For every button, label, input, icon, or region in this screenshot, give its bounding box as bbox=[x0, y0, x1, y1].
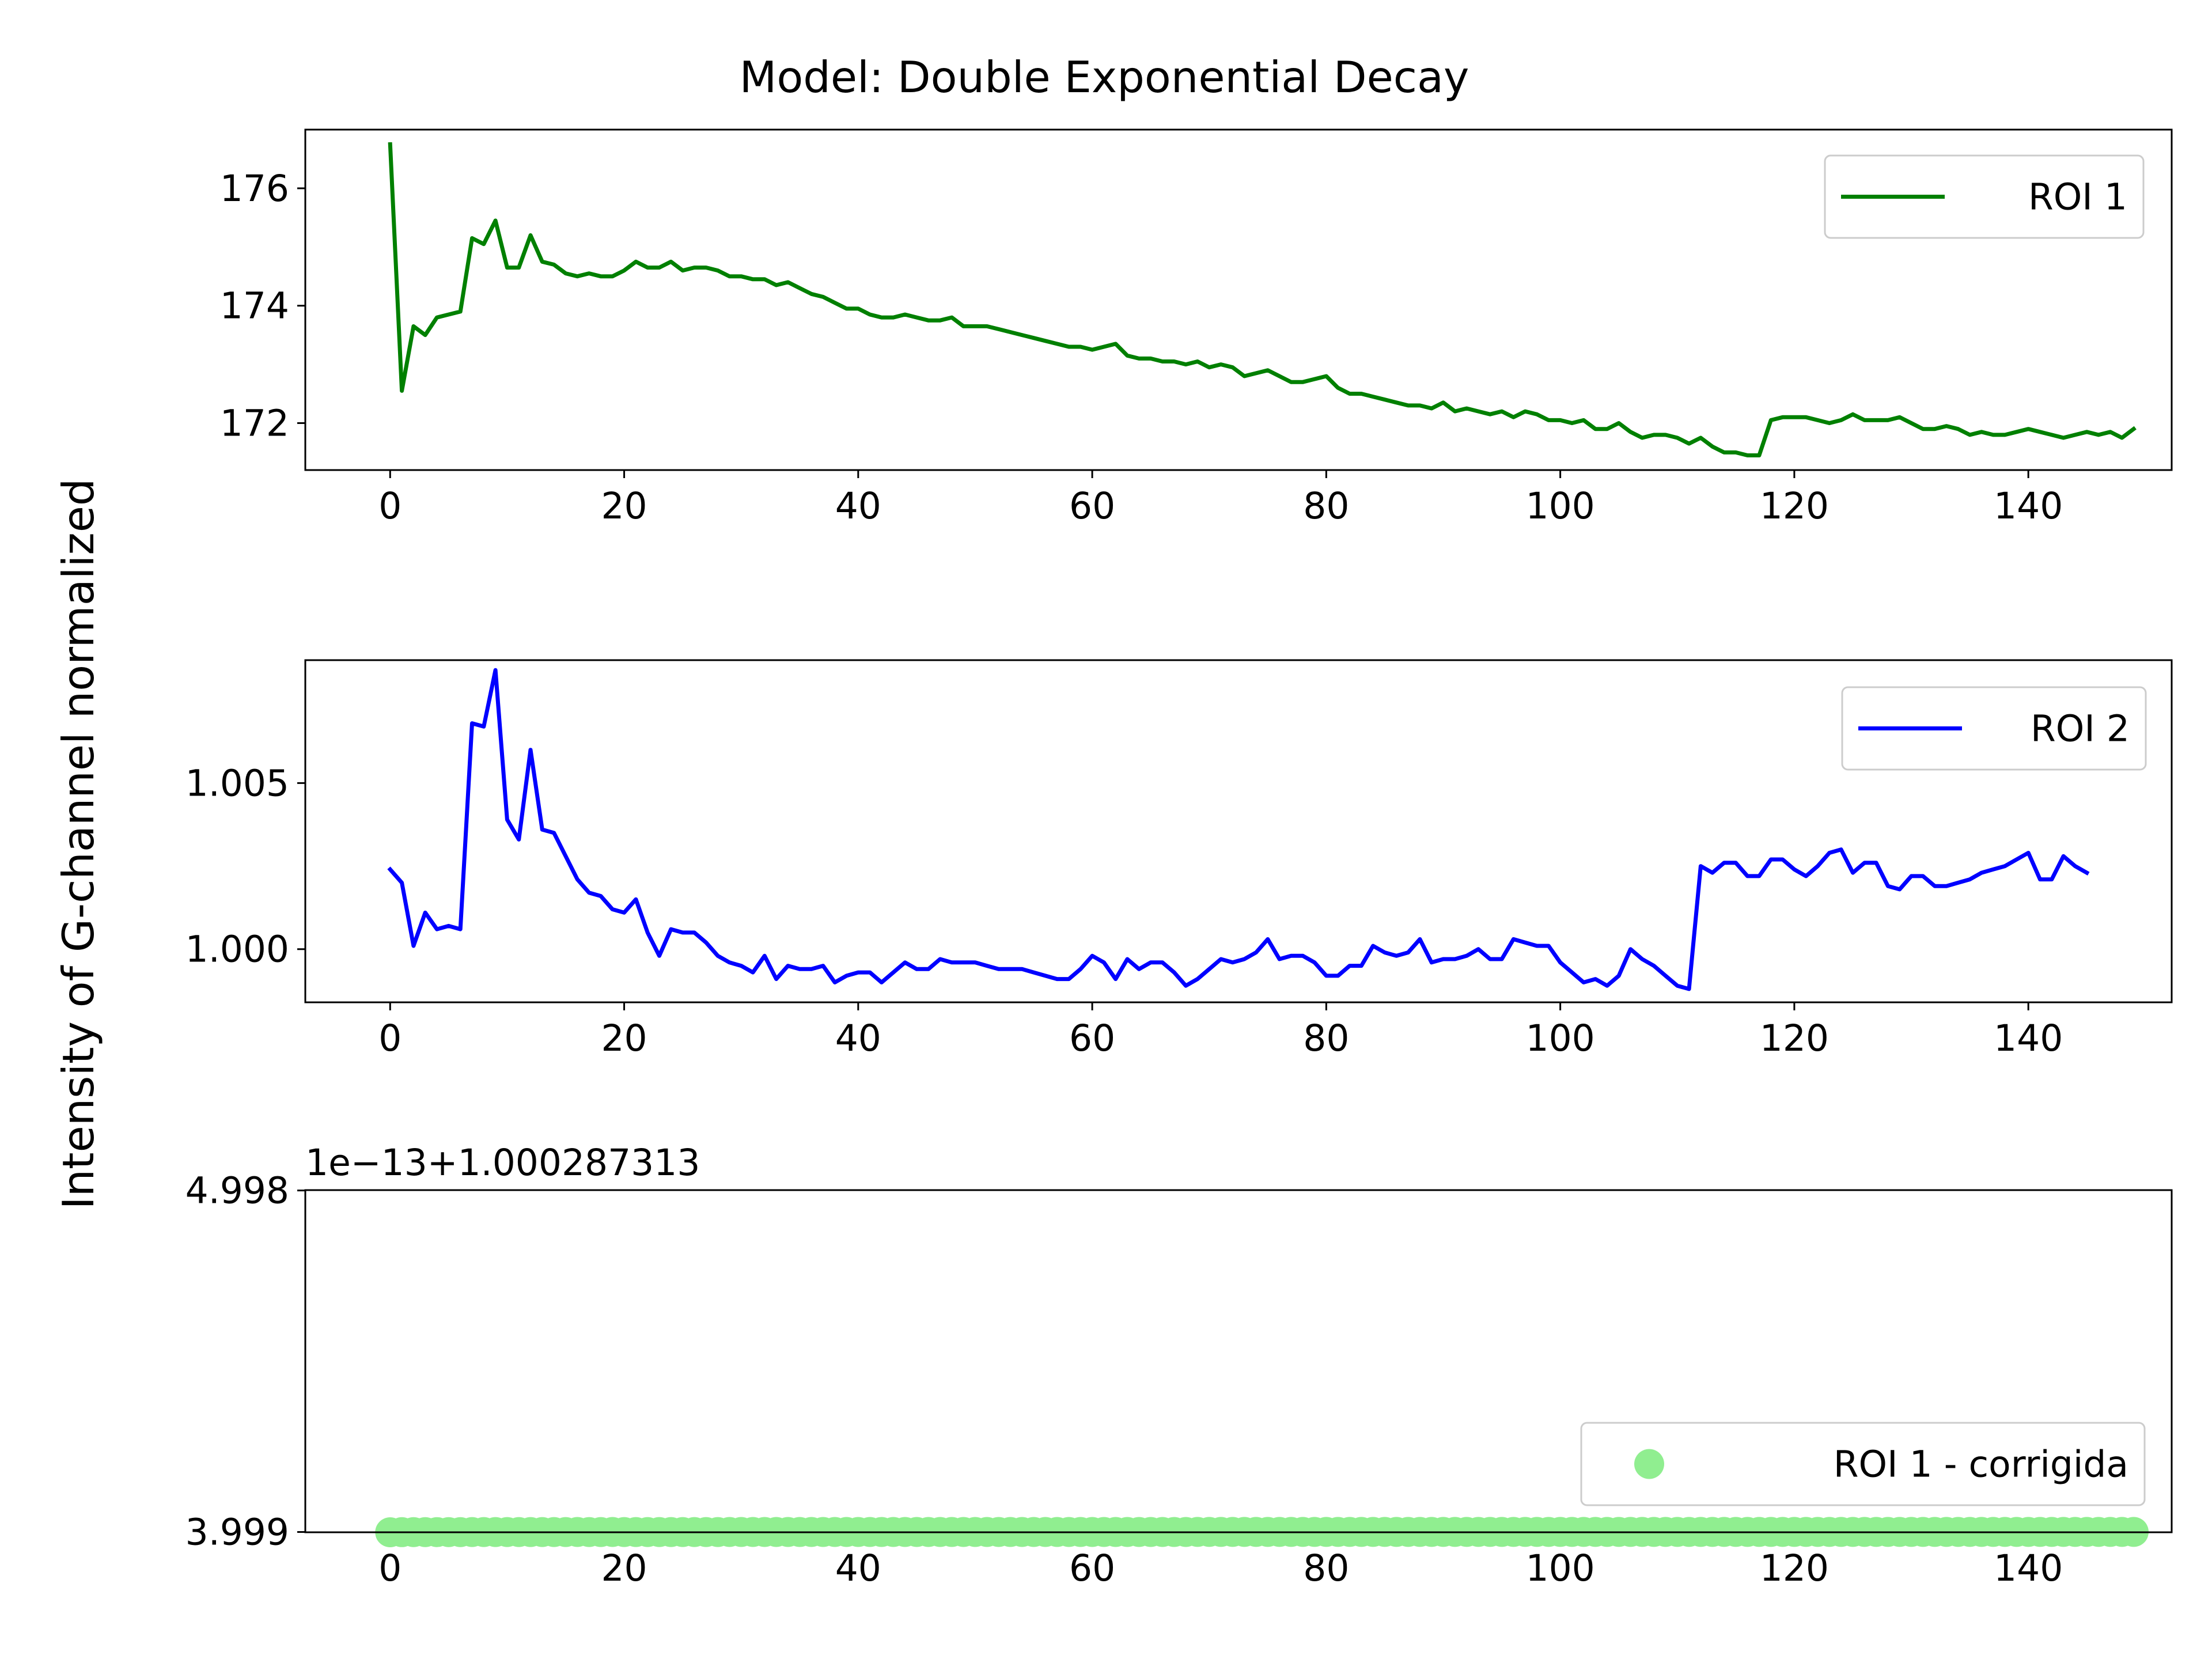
y-tick-label: 4.998 bbox=[185, 1170, 289, 1212]
x-tick-label: 0 bbox=[378, 1017, 402, 1059]
y-tick-label: 172 bbox=[220, 402, 289, 444]
x-tick-label: 40 bbox=[835, 1547, 881, 1589]
roi1-corrected-scatter-panel: 0 20 40 60 80 100 120 140 3.999 4.998 1e−13+1.0002… bbox=[185, 1142, 2173, 1589]
x-tick-label: 80 bbox=[1303, 1017, 1349, 1059]
x-tick-label: 140 bbox=[1994, 1017, 2063, 1059]
legend-box bbox=[1580, 1422, 2146, 1506]
x-tick-label: 20 bbox=[601, 1547, 647, 1589]
legend-label: ROI 1 bbox=[2028, 176, 2127, 218]
roi1-line-panel: 0 20 40 60 80 100 120 140 172 174 176 ROI 1 bbox=[220, 128, 2173, 527]
x-tick-label: 140 bbox=[1994, 485, 2063, 527]
series-line bbox=[387, 668, 2090, 991]
axes-frame bbox=[304, 1189, 2173, 1533]
legend-label: ROI 2 bbox=[2031, 708, 2130, 750]
x-tick-label: 60 bbox=[1069, 1017, 1115, 1059]
x-tick-label: 40 bbox=[835, 1017, 881, 1059]
y-offset-text: 1e−13+1.000287313 bbox=[305, 1142, 700, 1184]
y-tick-label: 1.005 bbox=[185, 762, 289, 804]
x-tick-label: 40 bbox=[835, 485, 881, 527]
roi2-line-panel: 0 20 40 60 80 100 120 140 1.000 1.005 ROI 2 bbox=[185, 659, 2173, 1059]
x-tick-label: 100 bbox=[1525, 1547, 1594, 1589]
x-tick-label: 60 bbox=[1069, 1547, 1115, 1589]
x-tick-label: 100 bbox=[1525, 485, 1594, 527]
y-tick-label: 174 bbox=[220, 285, 289, 327]
legend-box bbox=[1841, 686, 2147, 771]
x-tick-label: 120 bbox=[1760, 1017, 1829, 1059]
x-tick-label: 140 bbox=[1994, 1547, 2063, 1589]
x-tick-label: 80 bbox=[1303, 485, 1349, 527]
x-tick-label: 20 bbox=[601, 1017, 647, 1059]
y-tick-label: 3.999 bbox=[185, 1512, 289, 1554]
x-tick-label: 0 bbox=[378, 1547, 402, 1589]
axes-frame bbox=[304, 128, 2173, 471]
x-tick-label: 120 bbox=[1760, 485, 1829, 527]
x-tick-label: 60 bbox=[1069, 485, 1115, 527]
series-line bbox=[388, 142, 2137, 457]
x-tick-label: 0 bbox=[378, 485, 402, 527]
axes-frame bbox=[304, 659, 2173, 1003]
x-tick-label: 20 bbox=[601, 485, 647, 527]
figure-title: Model: Double Exponential Decay bbox=[740, 52, 1469, 103]
x-tick-label: 80 bbox=[1303, 1547, 1349, 1589]
y-axis-label: Intensity of G-channel normalized bbox=[53, 479, 104, 1210]
x-tick-label: 120 bbox=[1760, 1547, 1829, 1589]
legend-marker-swatch bbox=[1634, 1449, 1664, 1479]
legend-label: ROI 1 - corrigida bbox=[1834, 1444, 2128, 1486]
x-tick-label: 100 bbox=[1525, 1017, 1594, 1059]
y-tick-label: 176 bbox=[220, 168, 289, 210]
legend-box bbox=[1824, 154, 2145, 239]
y-tick-label: 1.000 bbox=[185, 929, 289, 971]
